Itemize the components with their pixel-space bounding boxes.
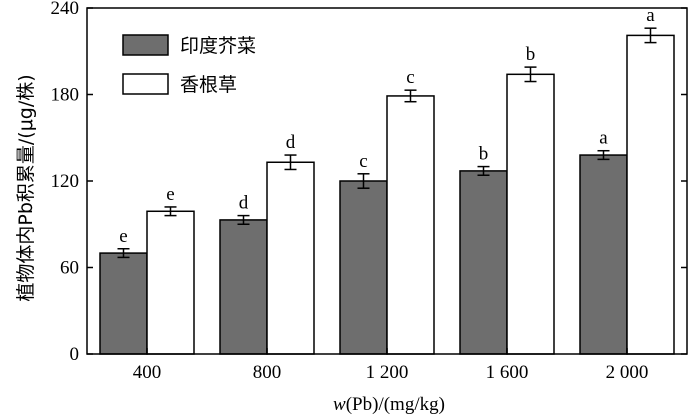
significance-label: a <box>599 128 608 149</box>
bar-series-1-2000 <box>579 154 628 355</box>
significance-label: d <box>286 132 296 153</box>
y-tick-label: 180 <box>51 85 80 106</box>
legend-label-series-2: 香根草 <box>180 74 237 96</box>
axes: 0 60 120 180 240 400 800 1 200 1 600 2 000 <box>51 0 688 383</box>
significance-label: c <box>406 67 414 88</box>
x-tick-label: 800 <box>253 362 282 383</box>
y-axis-label: 植物体内Pb积累量/(μg/株) <box>15 74 37 301</box>
y-tick-label: 0 <box>70 344 80 365</box>
significance-label: e <box>119 226 127 247</box>
significance-label: b <box>479 144 489 165</box>
x-axis-label-variable: w <box>333 394 346 415</box>
bar-series-2-1200 <box>386 95 435 355</box>
x-axis-label-unit: (Pb)/(mg/kg) <box>346 394 445 415</box>
legend: 印度芥菜 香根草 <box>122 34 256 96</box>
plot-area: e d c b a e d c b a <box>99 5 675 355</box>
legend-swatch-series-1 <box>122 34 169 56</box>
significance-label: e <box>166 184 174 205</box>
x-tick-label: 400 <box>133 362 162 383</box>
y-tick-label: 120 <box>51 171 80 192</box>
bar-series-2-2000 <box>626 34 675 355</box>
bar-series-1-1200 <box>339 180 388 355</box>
significance-label: a <box>646 5 655 26</box>
x-tick-label: 1 200 <box>366 362 409 383</box>
bar-series-1-1600 <box>459 170 508 355</box>
bar-series-2-1600 <box>506 73 555 355</box>
y-tick-label: 240 <box>51 0 80 19</box>
x-axis-label: w(Pb)/(mg/kg) <box>333 394 445 415</box>
bar-series-2-800 <box>266 161 315 355</box>
legend-swatch-series-2 <box>122 73 169 95</box>
x-tick-label: 1 600 <box>486 362 529 383</box>
y-tick-label: 60 <box>60 258 79 279</box>
significance-label: b <box>526 44 536 65</box>
x-tick-label: 2 000 <box>606 362 649 383</box>
significance-label: c <box>359 151 367 172</box>
bar-series-1-400 <box>99 252 148 355</box>
bar-series-2-400 <box>146 210 195 355</box>
bar-series-1-800 <box>219 219 268 355</box>
legend-label-series-1: 印度芥菜 <box>180 35 256 57</box>
significance-label: d <box>239 193 249 214</box>
